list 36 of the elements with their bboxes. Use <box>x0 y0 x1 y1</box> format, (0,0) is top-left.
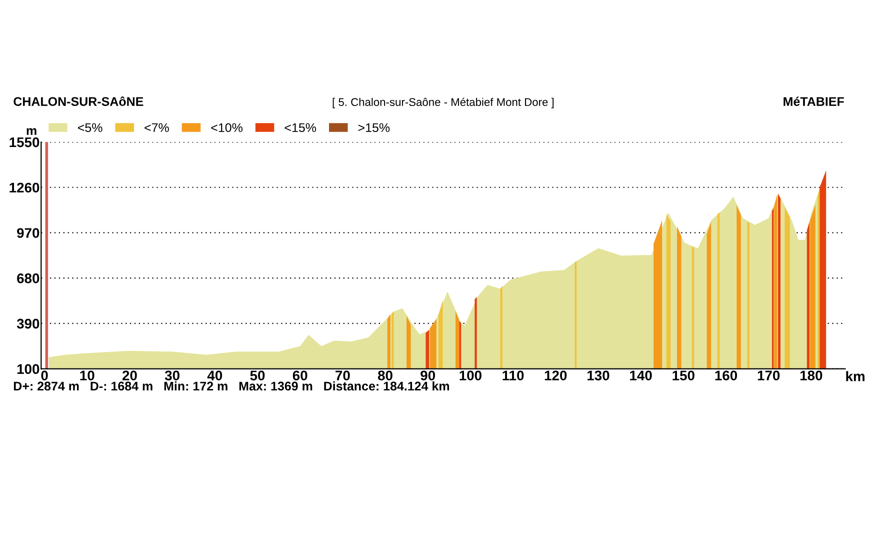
x-tick-label: 90 <box>420 370 436 380</box>
legend-label: <15% <box>284 123 316 132</box>
y-tick-label: 100 <box>17 364 40 374</box>
y-axis-title: m <box>26 128 36 135</box>
text: D+: 2874 m D-: 1684 m Min: 172 m Max: 1369 m Distance: 184.124 km <box>14 381 450 391</box>
x-tick-label: 60 <box>292 370 308 380</box>
x-tick-label: 80 <box>378 370 392 380</box>
x-tick-label: 10 <box>80 370 94 380</box>
y-tick-label: 1550 <box>10 137 40 148</box>
x-tick-label: 120 <box>544 370 567 380</box>
x-tick-label: 150 <box>672 370 694 380</box>
text: CHALON-SUR-SAôNE <box>14 96 144 106</box>
x-tick-label: 30 <box>164 370 180 380</box>
x-tick-label: 130 <box>588 370 610 380</box>
x-tick-label: 180 <box>800 370 822 380</box>
legend-label: <7% <box>144 123 169 132</box>
y-tick-label: 680 <box>17 273 40 284</box>
x-tick-label: 50 <box>250 370 265 380</box>
y-tick-label: 970 <box>17 228 40 238</box>
y-tick-label: 390 <box>16 318 40 329</box>
x-tick-label: 110 <box>502 370 524 380</box>
legend-label: <10% <box>211 123 242 132</box>
x-tick-label: 170 <box>758 370 780 380</box>
y-tick-label: 1260 <box>10 182 40 193</box>
x-tick-label: 40 <box>207 370 222 380</box>
text: MéTABIEF <box>784 96 844 106</box>
legend-label: <5% <box>78 123 102 132</box>
chart-title: [ 5. Chalon-sur-Saône - Métabief Mont Dore ] <box>332 98 554 108</box>
x-tick-label: 100 <box>460 370 482 380</box>
x-axis-title: km <box>846 371 864 382</box>
x-tick-label: 20 <box>122 370 137 380</box>
legend-label: >15% <box>358 123 390 132</box>
x-tick-label: 70 <box>336 370 350 380</box>
x-tick-label: 0 <box>41 370 48 380</box>
x-tick-label: 140 <box>630 370 652 380</box>
x-tick-label: 160 <box>715 370 738 380</box>
